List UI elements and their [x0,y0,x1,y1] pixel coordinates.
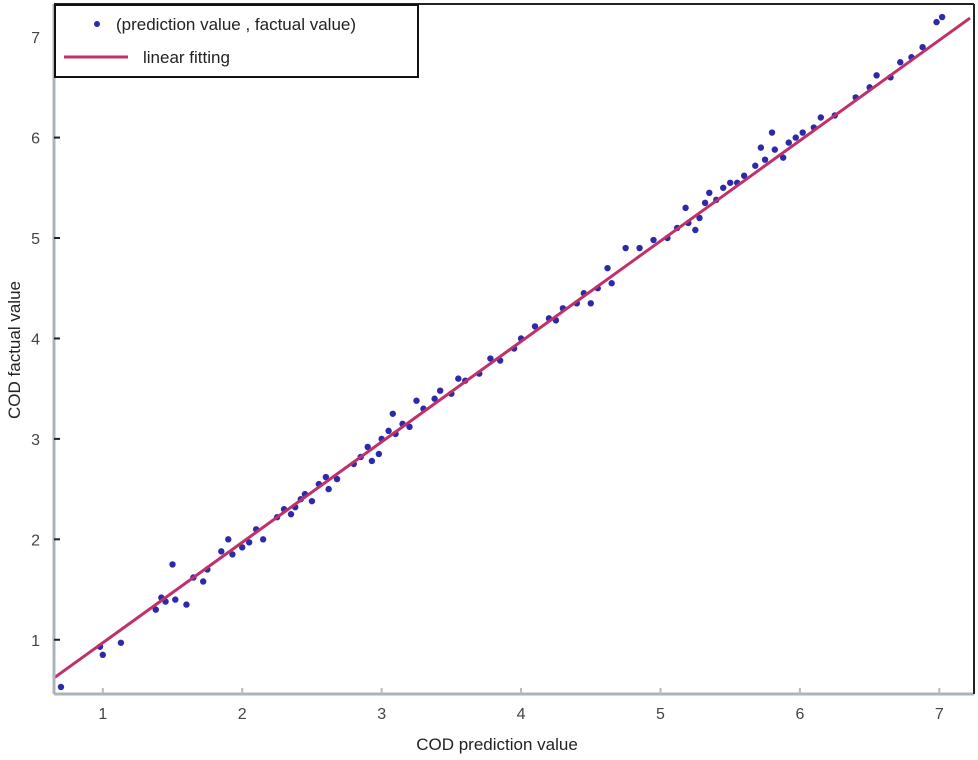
data-point [650,236,657,244]
x-tick-label: 6 [795,706,804,723]
data-point [779,154,787,161]
data-point [487,355,494,362]
data-point [333,475,341,483]
data-point [587,300,594,307]
data-point [413,397,420,404]
data-point [701,199,709,207]
ticks: 1 2 3 4 5 6 7 1 2 3 4 5 6 7 [31,30,944,723]
data-point [873,72,880,79]
y-tick-label: 6 [31,131,40,148]
data-point [259,536,267,543]
data-point [368,457,376,465]
data-point [817,114,825,121]
data-point [322,473,330,481]
data-point [225,536,232,543]
data-point [436,387,444,394]
data-point [455,375,462,382]
data-point [325,485,332,493]
data-point [375,450,383,458]
data-point [933,18,940,26]
y-axis-label: COD factual value [5,281,24,419]
data-point [757,144,765,151]
legend-box [54,4,419,78]
y-tick-label: 3 [31,432,40,449]
data-point [389,410,396,417]
data-point [308,497,316,505]
data-point [229,551,236,558]
x-tick-label: 7 [935,706,944,723]
data-point [897,59,904,66]
legend-label-fit: linear fitting [143,48,230,67]
x-axis-label: COD prediction value [416,735,578,754]
data-point [771,146,779,153]
data-points [57,13,946,691]
data-point [622,244,629,252]
data-point [152,606,159,613]
data-point [531,323,539,330]
y-tick-label: 1 [31,633,40,650]
x-tick-label: 5 [656,706,665,723]
data-point [761,156,769,163]
data-point [636,244,643,252]
data-point [99,651,106,659]
data-point [431,395,438,402]
data-point [608,280,615,287]
data-point [792,134,799,141]
data-point [785,139,792,146]
data-point [604,264,611,272]
data-point [385,427,392,435]
y-tick-label: 7 [31,30,40,47]
x-tick-label: 2 [238,706,247,723]
data-point [740,172,748,179]
data-point [768,129,776,136]
data-point [57,683,65,691]
data-point [406,423,413,431]
data-point [799,129,806,136]
data-point [706,189,713,197]
data-point [364,443,371,451]
data-point [172,596,179,603]
data-point [169,561,176,568]
data-point [183,601,190,608]
data-point [726,179,734,186]
x-tick-label: 3 [377,706,386,723]
data-point [218,548,225,555]
data-point [682,204,689,212]
data-point [239,544,246,551]
legend-label-points: (prediction value , factual value) [116,15,356,34]
fit-line [53,16,971,680]
data-point [692,226,699,234]
legend-marker-points [94,21,100,27]
data-point [752,162,759,169]
data-point [117,639,125,646]
data-point [199,578,207,585]
data-point [938,13,946,21]
y-tick-label: 4 [31,331,40,348]
y-tick-label: 5 [31,231,40,248]
y-tick-label: 2 [31,532,40,549]
data-point [919,43,926,51]
x-tick-label: 4 [517,706,526,723]
data-point [696,214,703,222]
data-point [287,511,295,518]
data-point [245,539,253,546]
legend: (prediction value , factual value) linea… [54,4,419,78]
data-point [720,184,727,191]
x-tick-label: 1 [98,706,107,723]
